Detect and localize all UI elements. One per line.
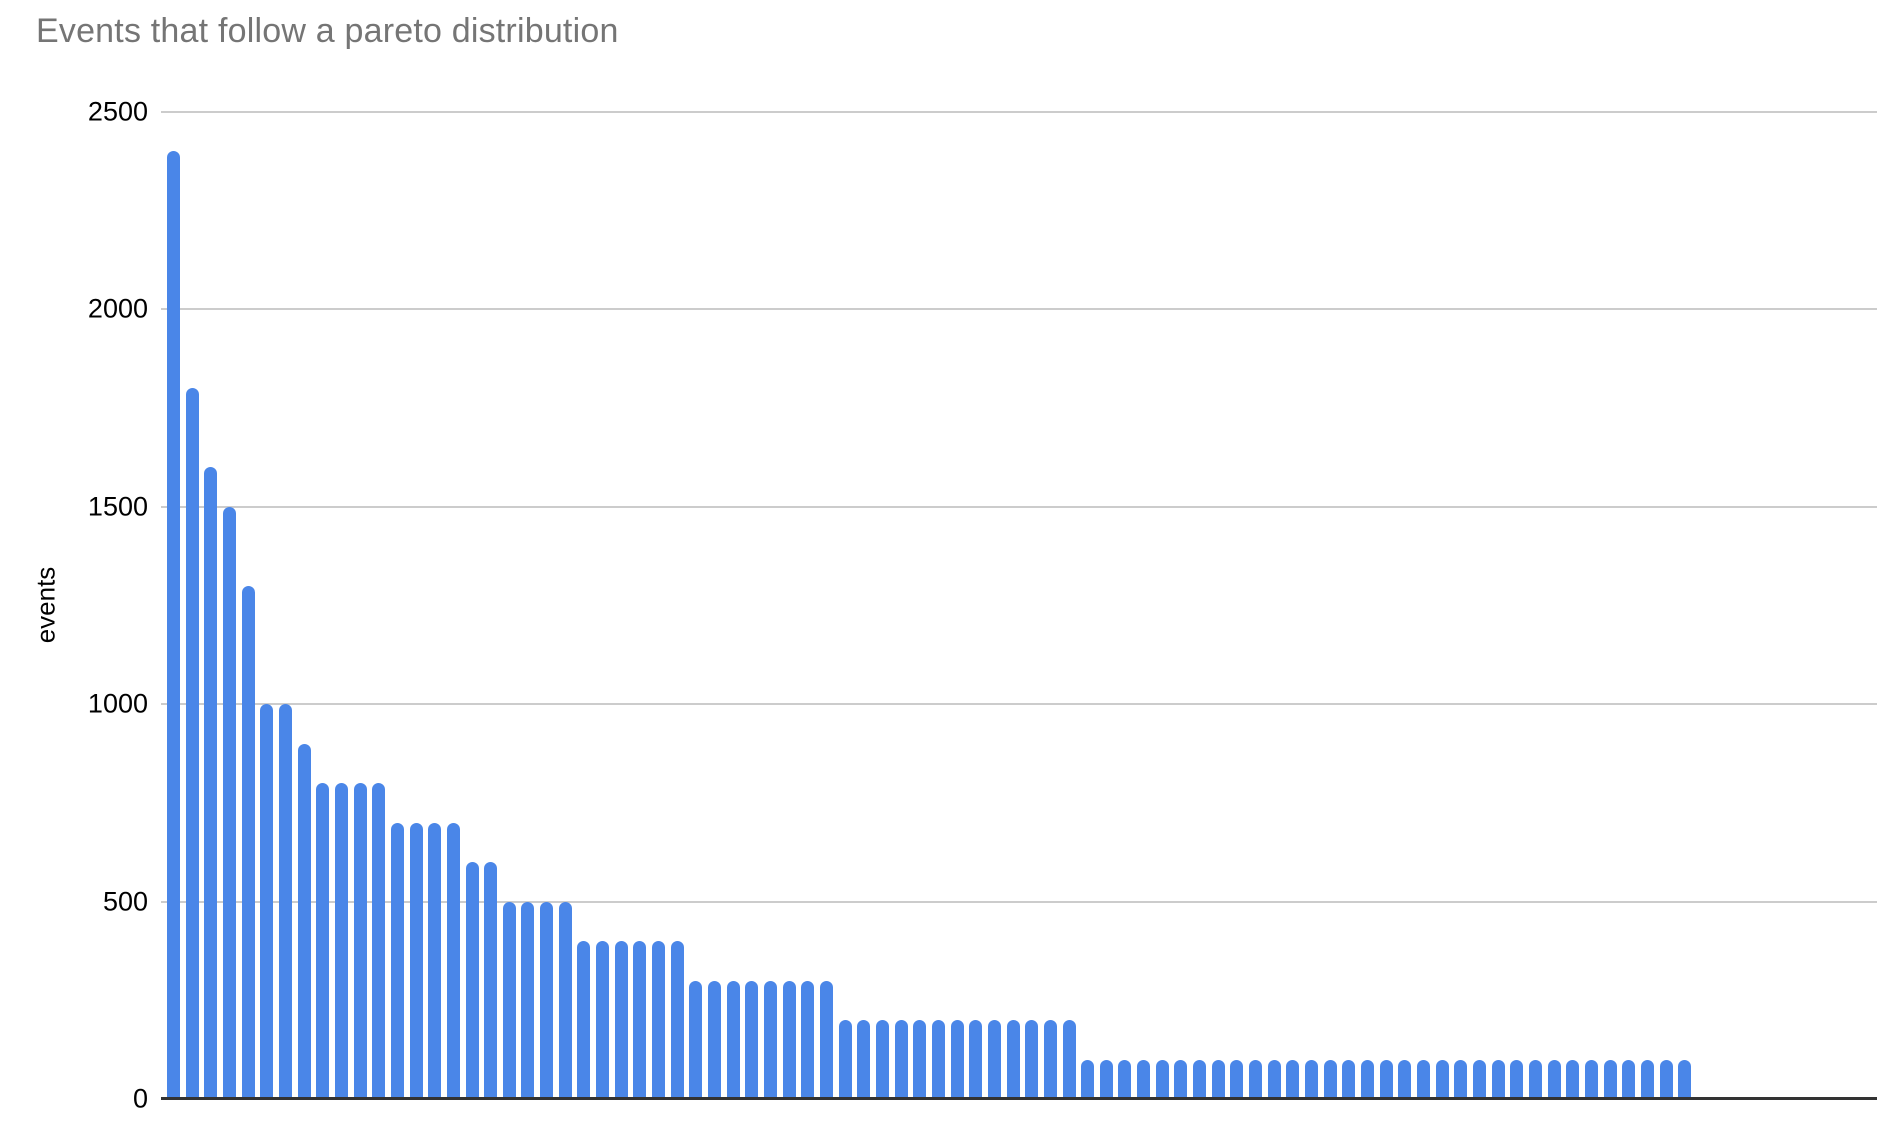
bar xyxy=(857,1020,871,1099)
bar xyxy=(1174,1059,1188,1099)
bar xyxy=(409,822,423,1099)
bar xyxy=(167,151,180,1099)
y-axis-title: events xyxy=(30,566,61,644)
bar xyxy=(1193,1059,1207,1099)
bar xyxy=(1249,1059,1263,1099)
y-tick-label: 1500 xyxy=(87,491,148,522)
gridline xyxy=(161,505,1877,508)
y-tick-label: 500 xyxy=(102,886,148,917)
bar xyxy=(764,980,777,1099)
bar xyxy=(1305,1059,1319,1099)
bar xyxy=(316,783,330,1099)
bar xyxy=(726,980,740,1099)
bar xyxy=(1454,1059,1468,1099)
bar xyxy=(577,941,591,1099)
bar xyxy=(1211,1059,1225,1099)
bar xyxy=(484,862,498,1099)
bar xyxy=(913,1020,927,1099)
bar xyxy=(446,822,460,1099)
bar xyxy=(1062,1020,1076,1099)
bar xyxy=(838,1020,852,1099)
bar xyxy=(353,783,367,1099)
bar xyxy=(1379,1059,1393,1099)
gridline xyxy=(161,703,1877,706)
bar xyxy=(782,980,796,1099)
x-axis-line xyxy=(161,1097,1877,1100)
bar xyxy=(297,743,311,1099)
y-tick-label: 1000 xyxy=(87,688,148,719)
y-tick-label: 2000 xyxy=(87,293,148,324)
bar xyxy=(222,506,236,1099)
bar xyxy=(334,783,348,1099)
bar xyxy=(596,941,610,1099)
bar xyxy=(1547,1059,1561,1099)
bar xyxy=(1155,1059,1169,1099)
bar xyxy=(428,822,442,1099)
y-tick-label: 0 xyxy=(132,1083,148,1114)
bar xyxy=(801,980,815,1099)
bar xyxy=(521,901,535,1099)
bar xyxy=(1081,1059,1095,1099)
gridline xyxy=(161,111,1877,113)
bar xyxy=(894,1020,908,1099)
chart-title: Events that follow a pareto distribution xyxy=(36,12,619,50)
bar xyxy=(1435,1059,1449,1099)
bar xyxy=(950,1020,964,1099)
bar xyxy=(652,941,666,1099)
bar-series xyxy=(167,112,1692,1099)
bar xyxy=(1510,1059,1524,1099)
bar xyxy=(372,783,386,1099)
bar xyxy=(1622,1059,1636,1099)
bar xyxy=(819,980,833,1099)
bar xyxy=(241,585,255,1099)
bar xyxy=(1137,1059,1151,1099)
bar xyxy=(1398,1059,1412,1099)
bar xyxy=(708,980,722,1099)
bar xyxy=(1118,1059,1132,1099)
bar xyxy=(1566,1059,1580,1099)
bar xyxy=(969,1020,983,1099)
bar xyxy=(1267,1059,1281,1099)
bar xyxy=(1286,1059,1300,1099)
bar xyxy=(1323,1059,1337,1099)
bar xyxy=(689,980,703,1099)
gridline xyxy=(161,900,1877,903)
bar xyxy=(633,941,647,1099)
bar xyxy=(260,704,274,1099)
bar xyxy=(1361,1059,1374,1099)
bar xyxy=(1099,1059,1113,1099)
bar xyxy=(185,388,199,1099)
bar xyxy=(1603,1059,1617,1099)
bar xyxy=(204,467,218,1099)
bar xyxy=(745,980,759,1099)
y-tick-label: 2500 xyxy=(87,96,148,127)
bar xyxy=(390,822,404,1099)
bar xyxy=(670,941,684,1099)
bar xyxy=(558,901,572,1099)
bar xyxy=(1584,1059,1598,1099)
bar xyxy=(1416,1059,1430,1099)
bar xyxy=(1491,1059,1505,1099)
bar xyxy=(1342,1059,1356,1099)
bar xyxy=(502,901,516,1099)
bar xyxy=(1528,1059,1542,1099)
bar xyxy=(540,901,554,1099)
bar xyxy=(1640,1059,1654,1099)
bar xyxy=(987,1020,1001,1099)
bar xyxy=(1472,1059,1486,1099)
bar xyxy=(614,941,628,1099)
bar xyxy=(278,704,292,1099)
bar xyxy=(1678,1059,1692,1099)
bar xyxy=(875,1020,889,1099)
bar xyxy=(931,1020,945,1099)
bar xyxy=(465,862,479,1099)
bar xyxy=(1230,1059,1244,1099)
bar xyxy=(1659,1059,1673,1099)
gridline xyxy=(161,308,1877,311)
bar xyxy=(1043,1020,1057,1099)
bar xyxy=(1006,1020,1020,1099)
bar xyxy=(1025,1020,1039,1099)
